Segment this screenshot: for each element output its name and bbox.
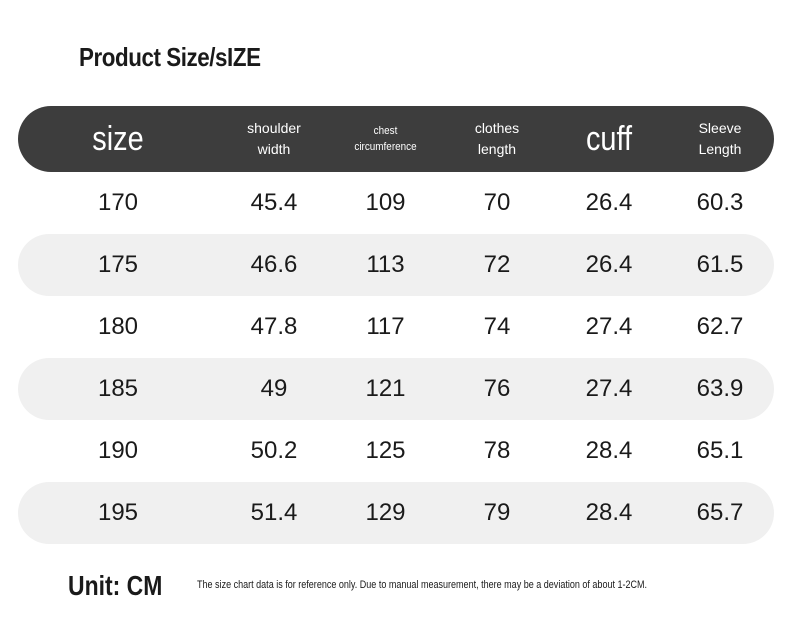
cell-clothes-length: 72	[483, 251, 511, 278]
cell-cuff: 28.4	[585, 437, 633, 464]
cell-sleeve-length: 62.7	[696, 313, 744, 340]
cell-cuff: 26.4	[585, 251, 633, 278]
page-title: Product Size/sIZE	[79, 42, 261, 72]
header-shoulder-width: shoulder width	[247, 120, 301, 157]
cell-sleeve-length: 61.5	[696, 251, 744, 278]
cell-sleeve-length: 60.3	[696, 189, 744, 216]
cell-cuff: 27.4	[585, 313, 633, 340]
cell-size: 185	[97, 375, 139, 402]
cell-sleeve-length: 63.9	[696, 375, 744, 402]
cell-sleeve-length: 65.7	[696, 499, 744, 526]
cell-size: 195	[97, 499, 139, 526]
size-table: size shoulder width chest circumference …	[18, 106, 774, 544]
header-sleeve-length: Sleeve Length	[698, 120, 742, 157]
cell-chest-circumference: 113	[366, 251, 405, 278]
cell-chest-circumference: 125	[365, 437, 406, 464]
table-row: 180 47.8 117 74 27.4 62.7	[18, 296, 774, 358]
cell-clothes-length: 79	[483, 499, 511, 526]
cell-clothes-length: 74	[483, 313, 511, 340]
cell-sleeve-length: 65.1	[696, 437, 744, 464]
cell-size: 170	[97, 189, 139, 216]
table-row: 190 50.2 125 78 28.4 65.1	[18, 420, 774, 482]
table-row: 170 45.4 109 70 26.4 60.3	[18, 172, 774, 234]
cell-clothes-length: 76	[483, 375, 511, 402]
cell-size: 190	[97, 437, 139, 464]
cell-chest-circumference: 121	[365, 375, 406, 402]
cell-clothes-length: 78	[483, 437, 511, 464]
cell-shoulder-width: 47.8	[250, 313, 298, 340]
header-size: size	[92, 119, 144, 158]
cell-chest-circumference: 109	[365, 189, 406, 216]
cell-cuff: 26.4	[585, 189, 633, 216]
cell-size: 180	[97, 313, 139, 340]
header-cuff: cuff	[585, 119, 633, 158]
cell-cuff: 27.4	[585, 375, 633, 402]
cell-size: 175	[97, 251, 139, 278]
cell-shoulder-width: 50.2	[250, 437, 298, 464]
header-chest-circumference: chest circumference	[354, 125, 417, 153]
table-row: 185 49 121 76 27.4 63.9	[18, 358, 774, 420]
table-row: 195 51.4 129 79 28.4 65.7	[18, 482, 774, 544]
cell-chest-circumference: 117	[366, 313, 405, 340]
cell-shoulder-width: 49	[260, 375, 288, 402]
cell-clothes-length: 70	[483, 189, 511, 216]
cell-cuff: 28.4	[585, 499, 633, 526]
table-row: 175 46.6 113 72 26.4 61.5	[18, 234, 774, 296]
cell-shoulder-width: 51.4	[250, 499, 298, 526]
cell-shoulder-width: 45.4	[250, 189, 298, 216]
disclaimer-note: The size chart data is for reference onl…	[197, 579, 648, 591]
unit-label: Unit: CM	[68, 570, 163, 601]
table-header-row: size shoulder width chest circumference …	[18, 106, 774, 172]
header-clothes-length: clothes length	[474, 120, 520, 157]
cell-chest-circumference: 129	[365, 499, 406, 526]
cell-shoulder-width: 46.6	[250, 251, 298, 278]
